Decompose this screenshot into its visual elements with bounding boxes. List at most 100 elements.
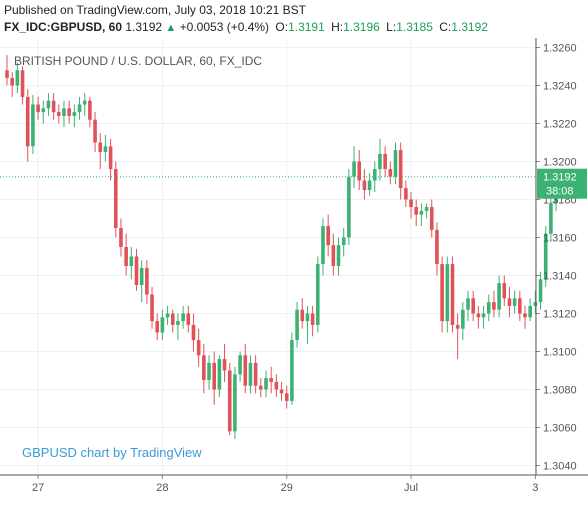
candle-body [393,150,398,177]
candle-body [362,180,367,190]
candle [523,305,527,329]
candle-body [372,169,377,181]
candle-body [176,321,180,325]
candle-body [486,302,491,314]
candle [543,226,548,287]
candle [512,290,517,314]
candle [502,275,507,306]
candle-body [295,309,299,341]
candle [36,96,40,120]
candle [492,290,496,318]
chart-title: BRITISH POUND / U.S. DOLLAR, 60, FX_IDC [14,54,262,68]
candle-body [543,233,548,280]
candle-body [98,142,103,152]
candle [419,203,424,227]
grid-lines [0,38,536,475]
candle [409,191,413,219]
candle-body [170,313,175,325]
y-tick-label: 1.3160 [543,233,577,245]
open-value: 1.3191 [288,20,325,34]
symbol-label[interactable]: FX_IDC:GBPUSD, 60 [4,20,123,34]
candle [165,305,170,325]
candle-body [424,207,429,211]
candle [248,355,253,394]
candle-body [212,362,216,390]
candle [191,313,196,352]
candle [352,146,356,189]
y-tick-label: 1.3200 [543,157,577,169]
candle [181,305,185,329]
candle-body [279,389,284,394]
candle-body [481,313,486,318]
candle [486,294,491,322]
candle [378,138,382,181]
x-tick-label: 27 [32,482,44,494]
candle-body [409,199,413,208]
candle-body [300,309,305,322]
candle [518,290,522,322]
candle-body [124,247,128,266]
candle-body [196,340,201,356]
candle-body [461,309,465,329]
candle-body [36,104,40,113]
candle [25,89,30,162]
candle-body [10,77,14,86]
candle [264,370,268,398]
candle-body [113,169,118,228]
candle-body [51,100,56,113]
candle [326,214,330,257]
candle [227,362,232,436]
candle-body [352,161,356,177]
high-label: H: [331,20,344,34]
candle [77,96,82,120]
candlestick-chart[interactable]: BRITISH POUND / U.S. DOLLAR, 60, FX_IDC … [0,38,588,500]
candle-body [150,294,154,322]
candle-body [191,324,196,341]
y-tick-label: 1.3120 [543,309,577,321]
candle-body [445,264,450,322]
candle [372,161,377,192]
candle [388,161,393,185]
y-tick-label: 1.3220 [543,119,577,131]
candle [274,374,279,398]
candle-body [41,108,46,113]
candle-body [93,119,97,143]
candle-body [419,210,424,215]
candle [357,150,362,190]
candle-body [310,313,315,325]
candle [316,256,320,333]
candle-body [440,264,444,322]
candle-body [455,324,460,329]
candle [238,351,242,382]
candle [466,290,470,322]
candle-body [88,100,92,120]
candle-body [134,256,139,285]
candle-body [243,355,248,386]
candle [461,302,465,341]
candle-body [217,359,222,390]
candle [284,385,289,409]
open-label: O: [275,20,289,34]
candle-body [321,226,325,265]
candle [424,203,429,219]
candle-body [435,229,439,265]
chart-area[interactable]: BRITISH POUND / U.S. DOLLAR, 60, FX_IDC … [0,38,588,500]
candle-body [507,298,512,306]
candle-body [336,245,341,266]
candle [476,305,481,329]
candle-body [264,378,268,390]
price-badge-countdown: 38:08 [546,186,574,198]
chart-header: Published on TradingView.com, July 03, 2… [0,0,588,38]
candle-body [274,381,279,390]
candle [290,332,294,405]
candle [336,237,341,276]
candle [471,290,475,322]
candle [108,138,113,181]
candle-body [253,362,258,386]
candle-body [57,112,61,116]
candle [533,290,538,314]
candle [507,286,512,318]
candle [295,302,299,348]
candle [196,328,201,367]
candle-body [341,237,346,246]
